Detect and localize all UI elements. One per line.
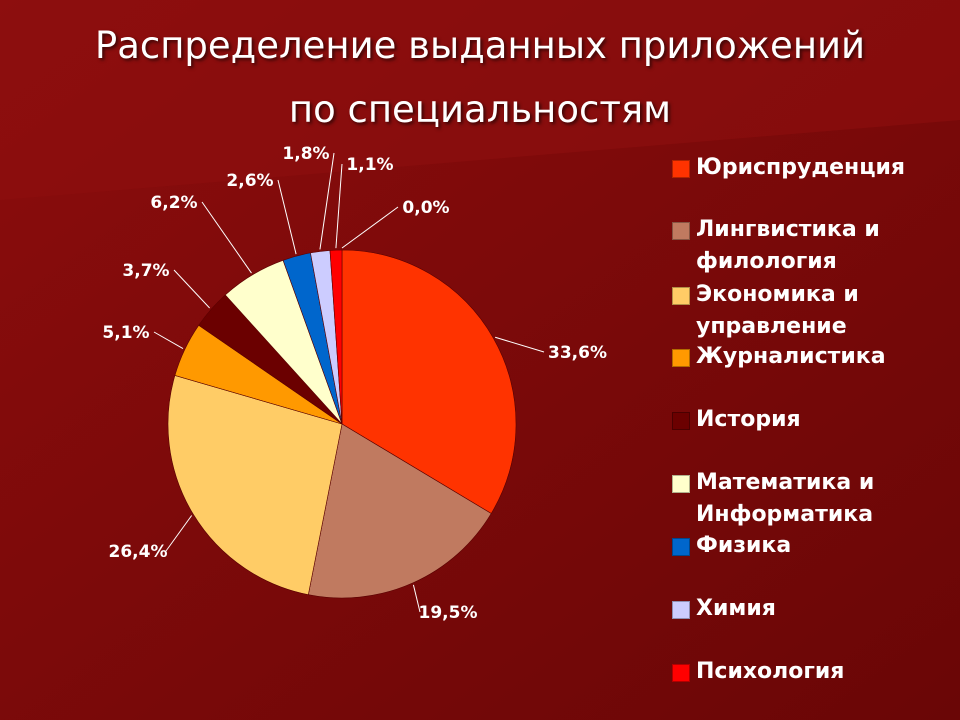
legend-label-physics: Физика [696, 533, 792, 558]
legend-label-psychology: Психология [696, 659, 845, 684]
data-label-3: 5,1% [102, 323, 149, 343]
legend-swatch-history [672, 412, 690, 430]
leader-line-1 [412, 584, 421, 613]
pie-slice-0 [341, 249, 517, 514]
leader-line-5 [201, 201, 252, 274]
legend-label-chemistry: Химия [696, 596, 776, 621]
legend-swatch-psychology [672, 664, 690, 682]
data-label-6: 2,6% [226, 171, 273, 191]
leader-line-3 [153, 331, 184, 349]
chart-title-line-2: по специальностям [288, 88, 672, 131]
data-label-2: 26,4% [109, 542, 168, 562]
data-label-7: 1,8% [282, 144, 329, 164]
legend-swatch-journalism [672, 349, 690, 367]
legend-swatch-physics [672, 538, 690, 556]
legend-label-math: Математика и Информатика [696, 470, 875, 527]
leader-line-2 [165, 515, 193, 552]
pie-slice-8 [329, 249, 343, 425]
leader-line-0 [495, 336, 545, 353]
leader-line-8 [335, 163, 343, 249]
data-label-5: 6,2% [150, 193, 197, 213]
leader-line-4 [173, 269, 210, 309]
legend-label-economics: Экономика и управление [696, 282, 859, 339]
chart-title: Распределение выданных приложений по спе… [40, 14, 920, 142]
pie-slice-2 [167, 375, 343, 596]
data-label-8: 1,1% [346, 155, 393, 175]
legend-swatch-economics [672, 287, 690, 305]
legend-label-journalism: Журналистика [696, 344, 886, 369]
legend-swatch-chemistry [672, 601, 690, 619]
legend-swatch-linguistics [672, 222, 690, 240]
data-label-0: 33,6% [548, 343, 607, 363]
leader-line-7 [319, 152, 335, 250]
data-label-4: 3,7% [122, 261, 169, 281]
pie-slice-1 [307, 423, 492, 599]
legend-label-linguistics: Лингвистика и филология [696, 217, 880, 274]
legend-swatch-math [672, 475, 690, 493]
legend-swatch-law [672, 160, 690, 178]
chart-title-line-1: Распределение выданных приложений [94, 24, 866, 67]
legend-label-law: Юриспруденция [696, 155, 906, 180]
data-label-9: 0,0% [402, 198, 449, 218]
data-label-1: 19,5% [419, 603, 478, 623]
leader-line-6 [277, 179, 297, 255]
legend-label-history: История [696, 407, 801, 432]
leader-line-9 [341, 206, 399, 249]
